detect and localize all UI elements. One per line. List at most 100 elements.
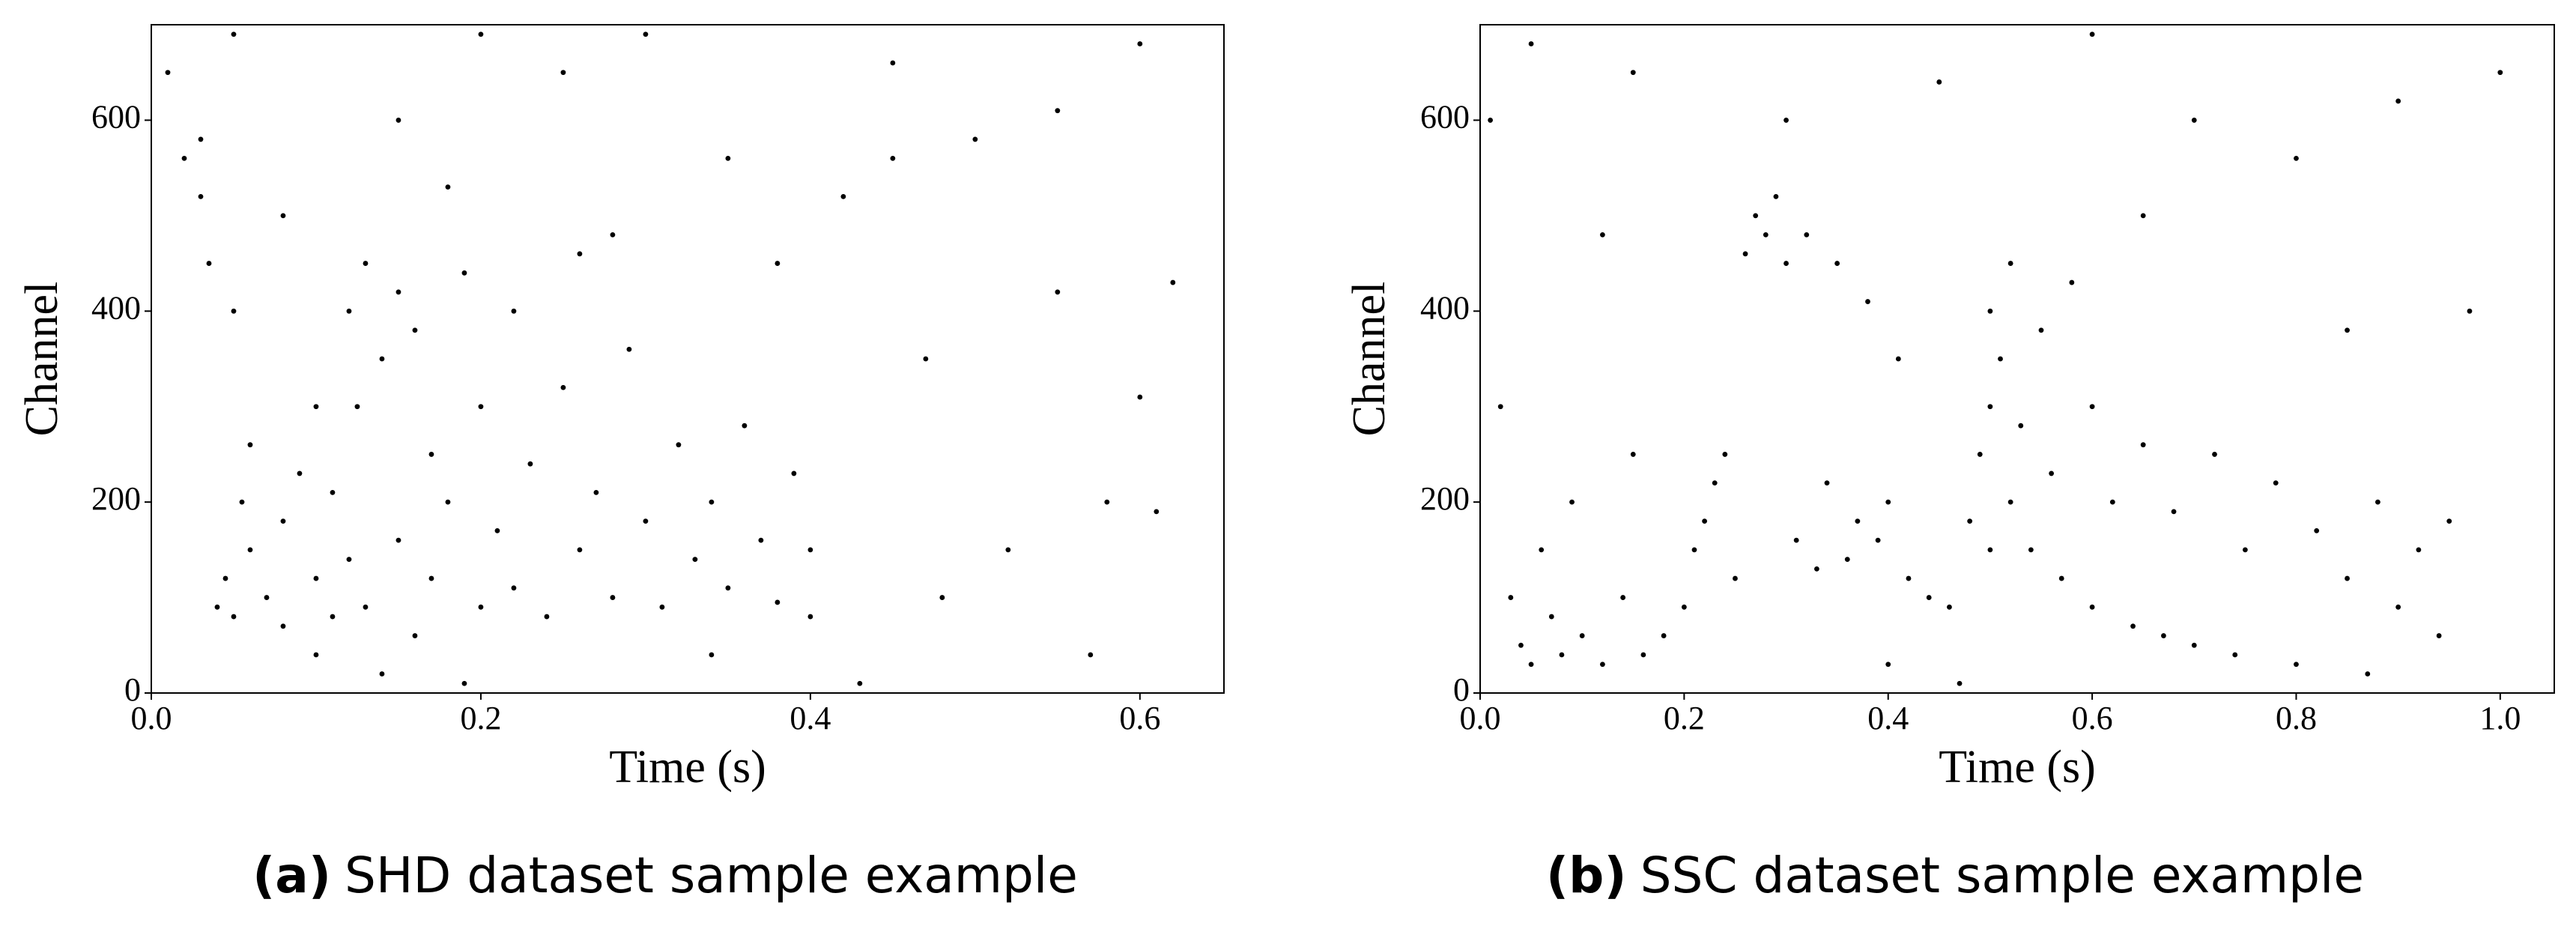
spike-point <box>1967 518 1973 524</box>
spike-point <box>775 599 781 605</box>
spike-point <box>560 384 566 390</box>
spike-point <box>2089 404 2095 410</box>
spike-point <box>972 136 978 142</box>
spike-point <box>297 470 303 476</box>
spike-point <box>742 423 748 429</box>
spike-point <box>330 614 336 620</box>
spike-point <box>1497 404 1503 410</box>
spike-point <box>1987 547 1993 553</box>
spike-point <box>264 595 270 600</box>
spike-point <box>2161 633 2166 638</box>
spike-point <box>2395 604 2401 610</box>
spike-point <box>2109 499 2115 505</box>
y-tick-label: 0 <box>124 671 141 708</box>
spike-point <box>2294 662 2299 668</box>
spike-point <box>379 671 385 677</box>
spike-point <box>2375 499 2380 505</box>
x-axis-label: Time (s) <box>609 742 766 793</box>
spike-point <box>396 289 401 295</box>
spike-point <box>857 680 863 686</box>
spike-point <box>2242 547 2248 553</box>
spike-point <box>527 461 533 467</box>
spike-point <box>461 680 467 686</box>
spike-point <box>577 251 583 257</box>
y-tick-label: 600 <box>1420 99 1470 136</box>
spike-point <box>2497 70 2503 76</box>
x-tick-label: 0.4 <box>1867 700 1909 736</box>
spike-point <box>1154 509 1160 515</box>
spike-point <box>1600 232 1605 237</box>
spike-point <box>676 442 682 448</box>
spike-point <box>1957 680 1963 686</box>
x-tick-label: 1.0 <box>2479 700 2521 736</box>
x-tick-label: 0.6 <box>2072 700 2113 736</box>
caption: (b) SSC dataset sample example <box>1546 847 2364 904</box>
spike-point <box>2294 156 2299 161</box>
spike-point <box>692 557 698 562</box>
caption-text: SHD dataset sample example <box>345 847 1078 904</box>
spike-point <box>214 604 220 610</box>
spike-point <box>2171 509 2177 515</box>
spike-point <box>363 261 369 266</box>
spike-point <box>1722 452 1728 457</box>
spike-point <box>2089 604 2095 610</box>
spike-point <box>247 547 253 553</box>
caption-text: SSC dataset sample example <box>1640 847 2364 904</box>
spike-point <box>610 595 616 600</box>
spike-point <box>1681 604 1687 610</box>
spike-point <box>494 527 500 533</box>
x-tick-label: 0.8 <box>2276 700 2317 736</box>
spike-point <box>709 652 715 658</box>
spike-point <box>1661 633 1667 638</box>
spike-point <box>478 404 484 410</box>
x-tick-label: 0.2 <box>460 700 501 736</box>
caption: (a) SHD dataset sample example <box>252 847 1078 904</box>
spike-point <box>1865 299 1870 304</box>
spike-point <box>2212 452 2217 457</box>
spike-point <box>1783 118 1789 123</box>
spike-point <box>1579 633 1585 638</box>
spike-point <box>2416 547 2422 553</box>
spike-point <box>1906 575 1912 581</box>
spike-point <box>1104 499 1110 505</box>
spike-point <box>1055 289 1061 295</box>
spike-point <box>445 499 451 505</box>
x-tick-label: 0.6 <box>1119 700 1160 736</box>
spike-point <box>1170 279 1176 285</box>
spike-point <box>1753 213 1759 219</box>
spike-point <box>1855 518 1861 524</box>
spike-point <box>2273 480 2279 486</box>
spike-point <box>544 614 550 620</box>
spike-point <box>330 490 336 495</box>
spike-point <box>1702 518 1708 524</box>
spike-point <box>1518 642 1524 648</box>
spike-point <box>1742 251 1748 257</box>
spike-point <box>2007 261 2013 266</box>
spike-point <box>709 499 715 505</box>
y-tick-label: 400 <box>1420 289 1470 326</box>
spike-point <box>2007 499 2013 505</box>
spike-point <box>1620 595 1626 600</box>
spike-point <box>2140 213 2146 219</box>
spike-point <box>363 604 369 610</box>
spike-point <box>2018 423 2024 429</box>
spike-point <box>2191 642 2197 648</box>
spike-point <box>775 261 781 266</box>
spike-point <box>346 308 352 314</box>
spike-point <box>1733 575 1738 581</box>
spike-point <box>1977 452 1983 457</box>
spike-point <box>2140 442 2146 448</box>
plot-frame <box>1479 24 2555 694</box>
spike-point <box>445 184 451 190</box>
spike-point <box>346 557 352 562</box>
spike-point <box>412 327 418 333</box>
spike-point <box>239 499 245 505</box>
spike-point <box>2069 279 2075 285</box>
spike-point <box>2395 98 2401 104</box>
spike-point <box>1137 394 1143 400</box>
spike-point <box>577 547 583 553</box>
spike-point <box>461 270 467 276</box>
x-tick-label: 0.2 <box>1664 700 1705 736</box>
spike-point <box>643 31 649 37</box>
spike-point <box>1987 404 1993 410</box>
